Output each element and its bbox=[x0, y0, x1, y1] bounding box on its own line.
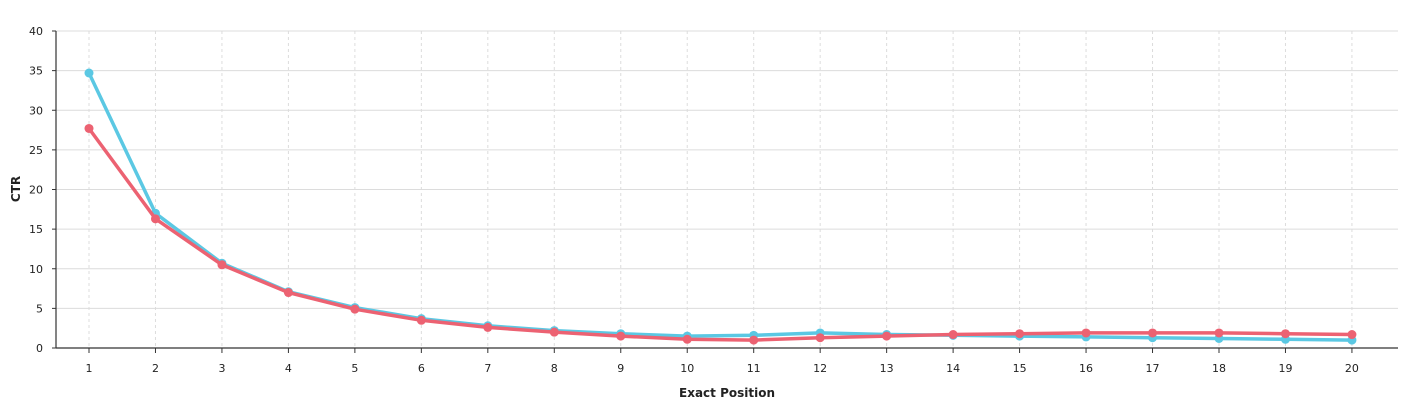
series-2-point[interactable] bbox=[283, 288, 293, 298]
series-2-point[interactable] bbox=[483, 322, 493, 332]
y-tick-label: 25 bbox=[29, 144, 43, 157]
x-tick-label: 17 bbox=[1146, 362, 1160, 375]
x-tick-label: 3 bbox=[218, 362, 225, 375]
series-2-point[interactable] bbox=[1015, 329, 1025, 339]
x-tick-label: 7 bbox=[484, 362, 491, 375]
y-tick-label: 0 bbox=[36, 342, 43, 355]
series-2-point[interactable] bbox=[815, 333, 825, 343]
x-tick-label: 16 bbox=[1079, 362, 1093, 375]
series-2-point[interactable] bbox=[1214, 328, 1224, 338]
x-tick-label: 1 bbox=[86, 362, 93, 375]
y-tick-label: 40 bbox=[29, 25, 43, 38]
x-tick-label: 20 bbox=[1345, 362, 1359, 375]
series-2 bbox=[84, 123, 1357, 345]
x-tick-label: 14 bbox=[946, 362, 960, 375]
series-2-point[interactable] bbox=[1148, 328, 1158, 338]
x-axis-ticks: 1 2 3 4 5 6 7 8 9 10 11 12 13 14 15 16 17 18 19 20 bbox=[86, 348, 1359, 375]
series-1-line bbox=[87, 71, 1354, 342]
y-tick-label: 10 bbox=[29, 263, 43, 276]
x-tick-label: 13 bbox=[880, 362, 894, 375]
series-layer bbox=[84, 68, 1357, 345]
y-tick-label: 20 bbox=[29, 184, 43, 197]
series-2-point[interactable] bbox=[1347, 330, 1357, 340]
y-axis-ticks: 0 5 10 15 20 25 30 35 40 bbox=[29, 25, 56, 355]
series-2-point[interactable] bbox=[948, 330, 958, 340]
y-tick-label: 30 bbox=[29, 104, 43, 117]
series-2-line bbox=[87, 126, 1354, 342]
x-tick-label: 12 bbox=[813, 362, 827, 375]
series-2-point[interactable] bbox=[416, 315, 426, 325]
x-tick-label: 2 bbox=[152, 362, 159, 375]
series-2-point[interactable] bbox=[749, 335, 759, 345]
y-tick-label: 15 bbox=[29, 223, 43, 236]
series-2-point[interactable] bbox=[1280, 329, 1290, 339]
series-2-point[interactable] bbox=[350, 304, 360, 314]
x-tick-label: 15 bbox=[1013, 362, 1027, 375]
x-tick-label: 19 bbox=[1278, 362, 1292, 375]
y-tick-label: 35 bbox=[29, 65, 43, 78]
x-tick-label: 8 bbox=[551, 362, 558, 375]
x-tick-label: 18 bbox=[1212, 362, 1226, 375]
series-2-point[interactable] bbox=[549, 327, 559, 337]
y-tick-label: 5 bbox=[36, 302, 43, 315]
x-tick-label: 4 bbox=[285, 362, 292, 375]
grid-lines bbox=[56, 30, 1398, 348]
x-tick-label: 9 bbox=[617, 362, 624, 375]
series-2-point[interactable] bbox=[616, 331, 626, 341]
series-2-point[interactable] bbox=[84, 123, 94, 133]
x-axis-title: Exact Position bbox=[679, 386, 775, 400]
series-2-point[interactable] bbox=[1081, 328, 1091, 338]
y-axis-title: CTR bbox=[9, 176, 23, 202]
series-2-point[interactable] bbox=[150, 214, 160, 224]
x-tick-label: 11 bbox=[747, 362, 761, 375]
x-tick-label: 5 bbox=[351, 362, 358, 375]
series-2-point[interactable] bbox=[682, 334, 692, 344]
series-2-point[interactable] bbox=[882, 331, 892, 341]
x-tick-label: 10 bbox=[680, 362, 694, 375]
series-1-point[interactable] bbox=[84, 68, 94, 78]
x-tick-label: 6 bbox=[418, 362, 425, 375]
series-2-point[interactable] bbox=[217, 260, 227, 270]
